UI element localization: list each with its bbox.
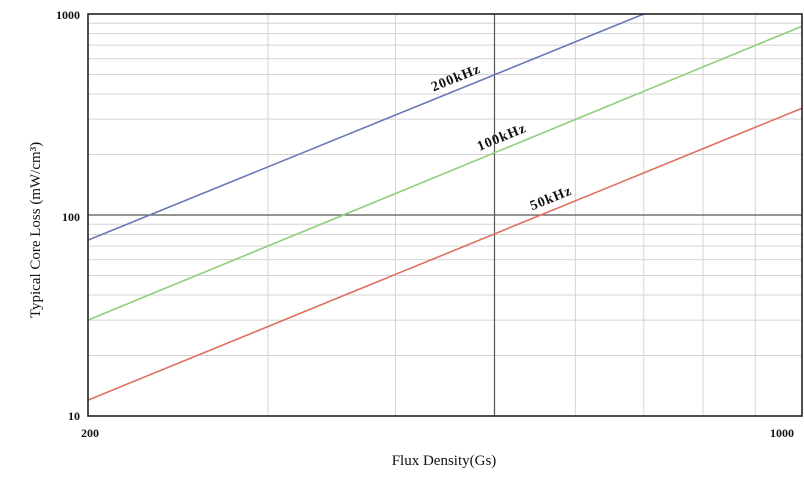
y-tick-label-1000: 1000 (56, 8, 80, 22)
series-label-50kHz: 50kHz (528, 184, 574, 214)
y-axis-label: Typical Core Loss (mW/cm³) (28, 142, 44, 318)
y-tick-label-10: 10 (68, 409, 80, 423)
x-tick-label-1000: 1000 (770, 426, 794, 440)
series-line-100kHz (87, 25, 803, 321)
plot-frame (87, 13, 803, 417)
y-tick-label-100: 100 (62, 210, 80, 224)
x-axis-label: Flux Density(Gs) (392, 453, 497, 469)
x-tick-label-200: 200 (81, 426, 99, 440)
series-lines (87, 13, 803, 401)
major-grid (88, 14, 802, 416)
series-line-50kHz (87, 107, 803, 401)
series-line-200kHz (87, 13, 645, 241)
